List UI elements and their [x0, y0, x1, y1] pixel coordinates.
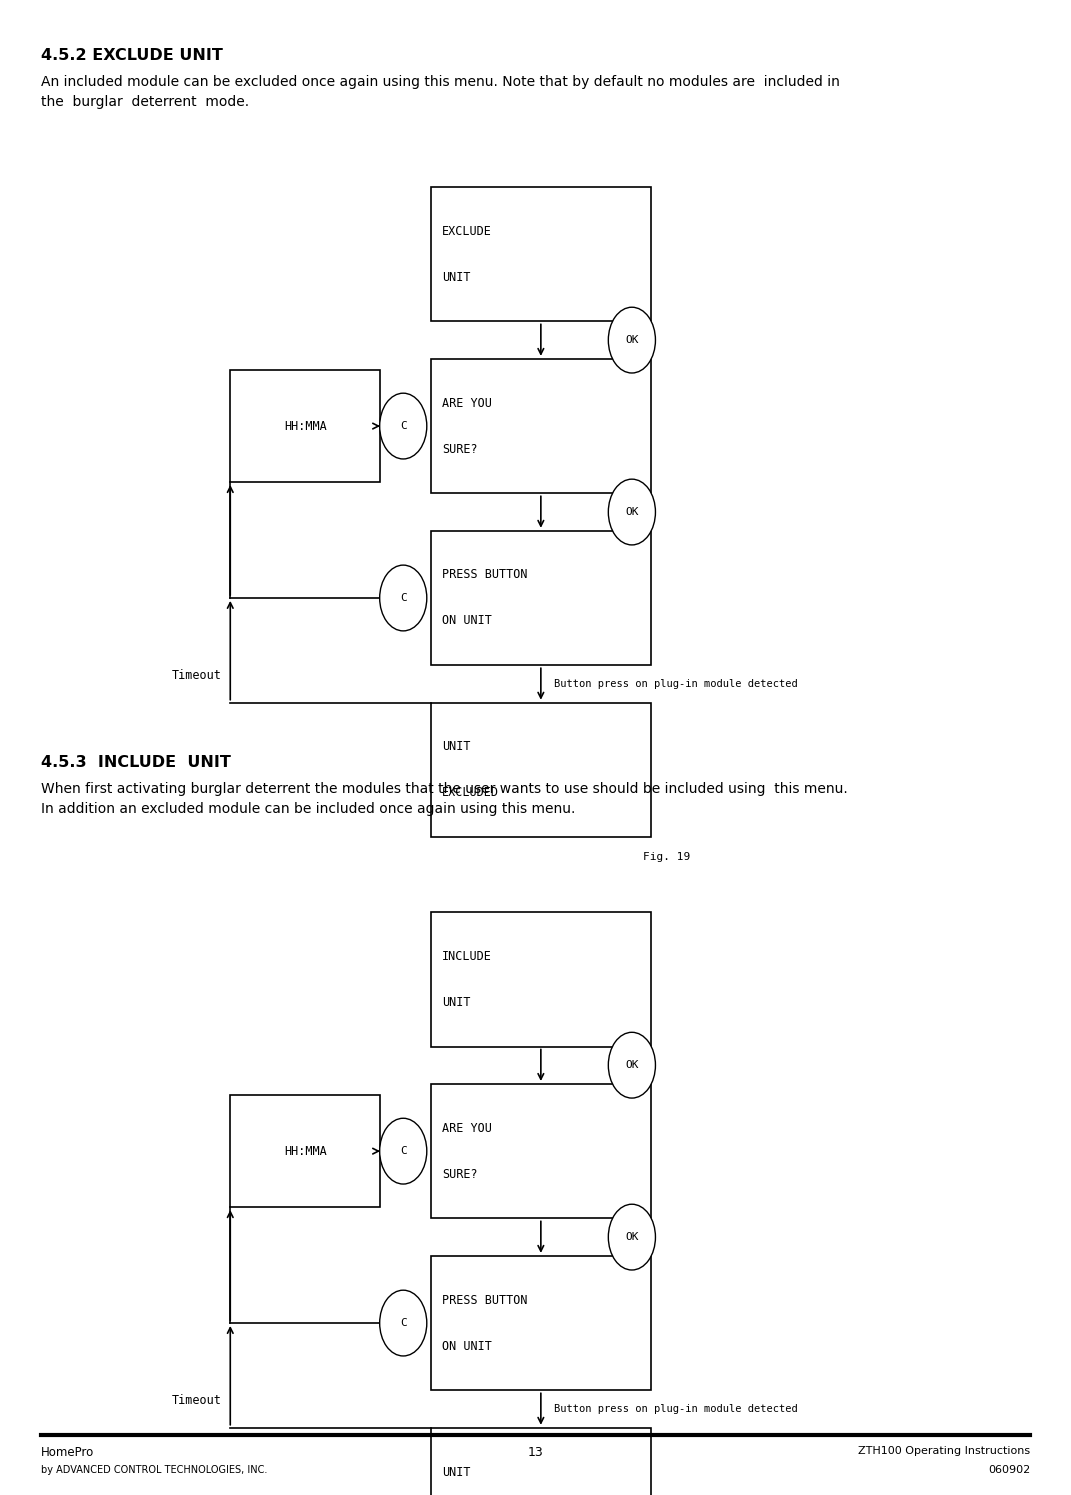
- Text: Button press on plug-in module detected: Button press on plug-in module detected: [554, 1404, 798, 1414]
- FancyBboxPatch shape: [432, 1256, 651, 1390]
- Circle shape: [608, 478, 655, 546]
- Circle shape: [608, 306, 655, 374]
- Text: HomePro: HomePro: [41, 1446, 94, 1459]
- Circle shape: [379, 565, 426, 631]
- FancyBboxPatch shape: [230, 1094, 380, 1208]
- FancyBboxPatch shape: [432, 359, 651, 493]
- FancyBboxPatch shape: [432, 912, 651, 1046]
- FancyBboxPatch shape: [230, 371, 380, 483]
- Text: OK: OK: [625, 1060, 638, 1070]
- Text: When first activating burglar deterrent the modules that the user wants to use s: When first activating burglar deterrent …: [41, 782, 847, 816]
- Text: OK: OK: [625, 1232, 638, 1242]
- Text: 4.5.2 EXCLUDE UNIT: 4.5.2 EXCLUDE UNIT: [41, 48, 223, 63]
- Text: 13: 13: [528, 1446, 543, 1459]
- Text: ARE YOU

SURE?: ARE YOU SURE?: [442, 1121, 492, 1181]
- Text: OK: OK: [625, 335, 638, 345]
- Text: OK: OK: [625, 507, 638, 517]
- Text: An included module can be excluded once again using this menu. Note that by defa: An included module can be excluded once …: [41, 75, 840, 109]
- FancyBboxPatch shape: [432, 1084, 651, 1218]
- Text: C: C: [399, 1319, 407, 1328]
- Text: ARE YOU

SURE?: ARE YOU SURE?: [442, 396, 492, 456]
- Circle shape: [379, 1290, 426, 1356]
- Text: C: C: [399, 422, 407, 431]
- Text: 4.5.3  INCLUDE  UNIT: 4.5.3 INCLUDE UNIT: [41, 755, 230, 770]
- Circle shape: [379, 393, 426, 459]
- Circle shape: [608, 1032, 655, 1097]
- Text: PRESS BUTTON

ON UNIT: PRESS BUTTON ON UNIT: [442, 1293, 527, 1353]
- Text: UNIT

EXCLUDED: UNIT EXCLUDED: [442, 740, 499, 800]
- Text: UNIT

INCLUDED: UNIT INCLUDED: [442, 1465, 499, 1495]
- FancyBboxPatch shape: [432, 187, 651, 321]
- Text: Timeout: Timeout: [171, 1395, 222, 1407]
- FancyBboxPatch shape: [432, 703, 651, 837]
- Text: Fig. 19: Fig. 19: [643, 852, 690, 863]
- Text: INCLUDE

UNIT: INCLUDE UNIT: [442, 949, 492, 1009]
- Text: C: C: [399, 1147, 407, 1156]
- Text: Button press on plug-in module detected: Button press on plug-in module detected: [554, 679, 798, 689]
- Text: C: C: [399, 594, 407, 602]
- FancyBboxPatch shape: [432, 1428, 651, 1495]
- Circle shape: [379, 1118, 426, 1184]
- Text: by ADVANCED CONTROL TECHNOLOGIES, INC.: by ADVANCED CONTROL TECHNOLOGIES, INC.: [41, 1465, 267, 1476]
- Text: PRESS BUTTON

ON UNIT: PRESS BUTTON ON UNIT: [442, 568, 527, 628]
- FancyBboxPatch shape: [432, 531, 651, 665]
- Text: HH:MMA: HH:MMA: [284, 420, 327, 432]
- Text: Timeout: Timeout: [171, 670, 222, 682]
- Circle shape: [608, 1205, 655, 1269]
- Text: HH:MMA: HH:MMA: [284, 1145, 327, 1157]
- Text: 060902: 060902: [989, 1465, 1030, 1476]
- Text: ZTH100 Operating Instructions: ZTH100 Operating Instructions: [858, 1446, 1030, 1456]
- Text: EXCLUDE

UNIT: EXCLUDE UNIT: [442, 224, 492, 284]
